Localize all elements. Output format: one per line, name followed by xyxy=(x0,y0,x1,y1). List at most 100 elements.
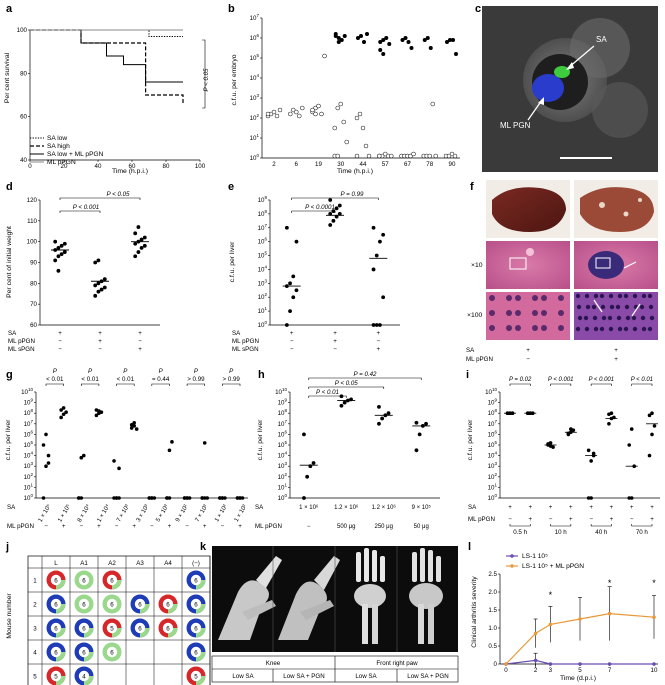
condition-mark: − xyxy=(549,516,553,523)
series-line xyxy=(505,659,654,665)
condition-mark: + xyxy=(290,330,294,337)
significance-bracket xyxy=(509,383,531,386)
exponent: 1 xyxy=(494,482,497,487)
condition-mark: − xyxy=(508,516,512,523)
y-tick-label: 108 xyxy=(488,408,498,417)
cell-nucleus xyxy=(617,326,623,332)
x-tick-label: 20 xyxy=(61,163,68,170)
cell-nucleus xyxy=(617,293,623,299)
data-point xyxy=(117,466,121,471)
data-point xyxy=(59,408,63,412)
condition-mark: − xyxy=(79,523,83,530)
data-point xyxy=(271,109,277,115)
condition-mark: + xyxy=(569,504,573,511)
lesion-count: 5 xyxy=(110,625,114,632)
condition-mark: − xyxy=(150,523,154,530)
panel-a-ylabel: Per cent survival xyxy=(4,52,11,103)
x-tick-label: 40 xyxy=(95,163,102,170)
exponent: 8 xyxy=(264,209,267,214)
condition-mark: − xyxy=(44,523,48,530)
significance-bracket xyxy=(45,383,64,386)
data-point xyxy=(627,496,632,500)
magnification-x10: ×10 xyxy=(471,262,483,269)
cell-nucleus xyxy=(584,293,590,299)
cell-nucleus xyxy=(592,315,598,321)
data-point xyxy=(342,34,347,38)
cell-nucleus xyxy=(649,315,655,321)
p-value: < 0.01 xyxy=(81,376,99,383)
mouse-number: 3 xyxy=(33,626,37,633)
data-point xyxy=(76,496,81,500)
row-label: SA xyxy=(466,347,475,354)
inset-box xyxy=(509,257,527,270)
condition-mark: + xyxy=(630,504,634,511)
magnification-x100: ×100 xyxy=(467,312,483,319)
y-tick-label: 102 xyxy=(258,292,268,301)
y-tick-label: 40 xyxy=(20,157,27,164)
x-tick-label: 7 xyxy=(608,667,612,674)
x-tick-label: 90 xyxy=(449,161,456,168)
data-point xyxy=(339,403,344,408)
data-point xyxy=(62,250,67,254)
condition-mark: − xyxy=(138,338,142,345)
cell-nucleus xyxy=(601,315,607,321)
column-header: A4 xyxy=(164,560,172,567)
data-point xyxy=(342,400,347,405)
dose-label: 3 × 10³ xyxy=(136,504,151,523)
dose-label: 7 × 10² xyxy=(195,504,210,523)
data-point xyxy=(61,406,66,410)
data-point xyxy=(102,285,107,290)
data-point xyxy=(53,239,58,244)
exponent: 0 xyxy=(264,320,267,325)
lesion-count: 4 xyxy=(82,673,86,680)
condition-mark: + xyxy=(62,523,66,530)
exponent: 8 xyxy=(30,408,33,413)
cell-nucleus xyxy=(585,304,591,310)
data-point xyxy=(425,36,430,40)
dose-label: 1 × 10⁴ xyxy=(96,503,112,524)
cell-nucleus xyxy=(489,295,495,301)
exponent: 0 xyxy=(256,153,259,158)
y-tick-label: 109 xyxy=(488,398,498,407)
legend-label: SA high xyxy=(47,143,70,150)
condition-mark: + xyxy=(528,516,532,523)
data-point xyxy=(129,426,134,430)
cell-nucleus xyxy=(541,325,547,331)
vessel xyxy=(526,248,534,256)
lesion-count: 6 xyxy=(194,649,198,656)
survival-curve xyxy=(30,29,183,83)
lesion-pie-center xyxy=(78,646,90,658)
data-point xyxy=(297,113,302,119)
data-point xyxy=(335,153,340,159)
cell-nucleus xyxy=(593,326,599,332)
data-point xyxy=(41,496,46,500)
data-point xyxy=(147,496,152,500)
data-point xyxy=(359,34,363,38)
time-label: 40 h xyxy=(595,529,608,536)
condition-mark: + xyxy=(138,330,142,337)
panel-letter-j: j xyxy=(5,541,9,553)
exponent: 3 xyxy=(264,278,267,283)
lesion-pie-center xyxy=(106,646,118,658)
data-point xyxy=(288,309,292,314)
panel-letter-g: g xyxy=(6,369,13,381)
data-point xyxy=(381,38,386,42)
lesion-count: 6 xyxy=(194,601,198,608)
data-point xyxy=(384,36,389,40)
exponent: 2 xyxy=(30,472,33,477)
data-point xyxy=(165,496,169,500)
data-point xyxy=(381,232,386,237)
data-point xyxy=(302,432,306,437)
image-label: Low SA + PGN xyxy=(283,673,324,680)
data-point xyxy=(56,246,61,250)
y-tick-label: 106 xyxy=(250,33,260,42)
survival-curve xyxy=(30,29,183,37)
lesion-count: 6 xyxy=(54,577,58,584)
y-tick-label: 2.5 xyxy=(488,571,497,578)
y-tick-label: 106 xyxy=(258,237,268,246)
data-point xyxy=(366,153,372,159)
x-tick-label: 19 xyxy=(315,161,322,168)
significance-bracket xyxy=(590,383,612,386)
y-tick-label: 1010 xyxy=(485,387,497,396)
exponent: 2 xyxy=(264,292,267,297)
